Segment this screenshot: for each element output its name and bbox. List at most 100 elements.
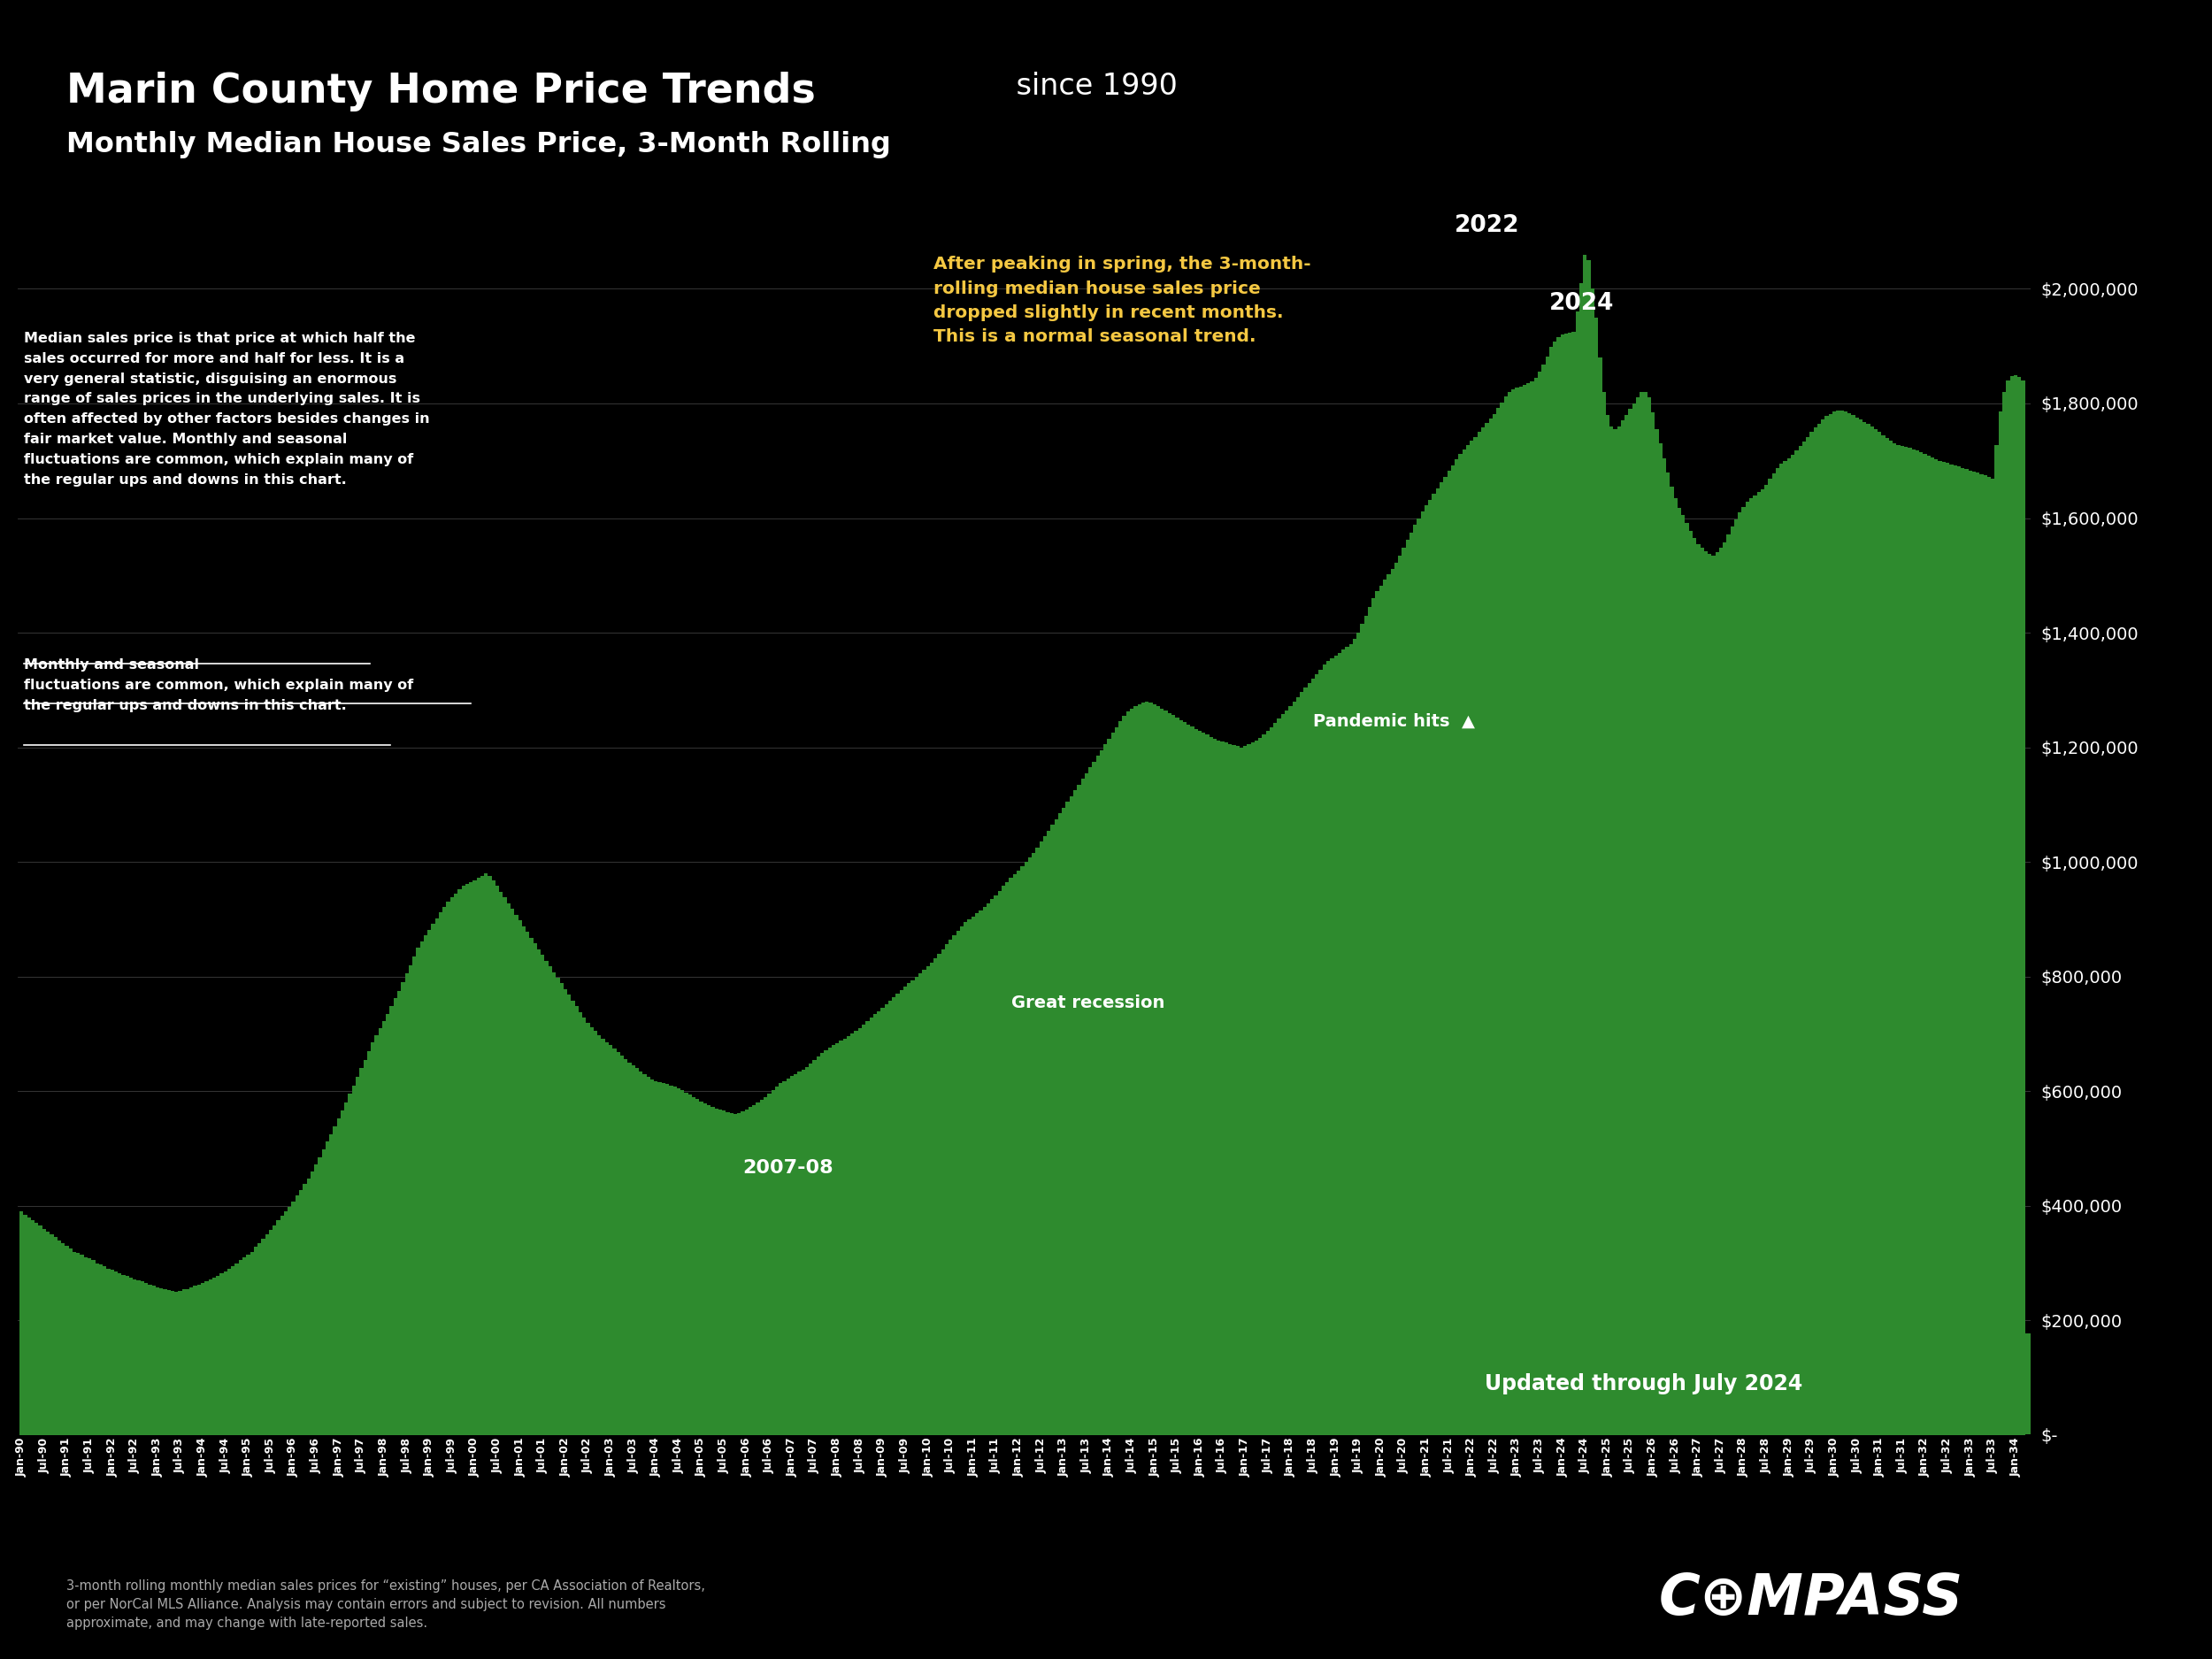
- Bar: [929, 962, 933, 1435]
- Bar: [1750, 498, 1754, 1435]
- Bar: [272, 1226, 276, 1435]
- Bar: [51, 1234, 53, 1435]
- Bar: [1371, 599, 1376, 1435]
- Bar: [1573, 332, 1575, 1435]
- Bar: [914, 977, 918, 1435]
- Bar: [1889, 441, 1893, 1435]
- Bar: [1969, 471, 1973, 1435]
- Bar: [1031, 853, 1035, 1435]
- Bar: [1281, 713, 1285, 1435]
- Bar: [1254, 740, 1259, 1435]
- Bar: [484, 873, 489, 1435]
- Bar: [217, 1276, 219, 1435]
- Bar: [1986, 476, 1991, 1435]
- Text: 2022: 2022: [1453, 214, 1520, 237]
- Bar: [1420, 511, 1425, 1435]
- Bar: [1869, 426, 1874, 1435]
- Bar: [518, 921, 522, 1435]
- Bar: [502, 898, 507, 1435]
- Bar: [367, 1052, 372, 1435]
- Bar: [307, 1178, 310, 1435]
- Bar: [1159, 708, 1164, 1435]
- Bar: [106, 1269, 111, 1435]
- Bar: [465, 884, 469, 1435]
- Bar: [1232, 745, 1237, 1435]
- Bar: [1164, 710, 1168, 1435]
- Bar: [993, 896, 998, 1435]
- Bar: [1004, 883, 1009, 1435]
- Bar: [1296, 697, 1301, 1435]
- Bar: [613, 1048, 617, 1435]
- Bar: [159, 1289, 164, 1435]
- Bar: [1814, 428, 1818, 1435]
- Text: Pandemic hits  ▲: Pandemic hits ▲: [1314, 713, 1475, 730]
- Text: 3-month rolling monthly median sales prices for “existing” houses, per CA Associ: 3-month rolling monthly median sales pri…: [66, 1579, 706, 1629]
- Bar: [1409, 533, 1413, 1435]
- Bar: [650, 1080, 655, 1435]
- Bar: [737, 1113, 741, 1435]
- Bar: [1135, 707, 1137, 1435]
- Bar: [453, 894, 458, 1435]
- Bar: [1803, 441, 1805, 1435]
- Bar: [325, 1141, 330, 1435]
- Bar: [458, 889, 462, 1435]
- Bar: [655, 1082, 657, 1435]
- Bar: [1613, 430, 1617, 1435]
- Bar: [869, 1019, 874, 1435]
- Bar: [126, 1276, 128, 1435]
- Bar: [1586, 260, 1590, 1435]
- Bar: [1655, 430, 1659, 1435]
- Bar: [1723, 542, 1728, 1435]
- Bar: [1617, 426, 1621, 1435]
- Bar: [1719, 547, 1723, 1435]
- Bar: [1557, 337, 1559, 1435]
- Bar: [1376, 591, 1378, 1435]
- Bar: [757, 1103, 759, 1435]
- Bar: [1051, 825, 1055, 1435]
- Bar: [1110, 733, 1115, 1435]
- Bar: [1548, 347, 1553, 1435]
- Bar: [810, 1063, 812, 1435]
- Bar: [1137, 705, 1141, 1435]
- Bar: [1584, 254, 1586, 1435]
- Bar: [1739, 513, 1741, 1435]
- Text: 2007-08: 2007-08: [743, 1160, 834, 1176]
- Bar: [1644, 392, 1648, 1435]
- Bar: [122, 1274, 126, 1435]
- Bar: [1958, 466, 1960, 1435]
- Bar: [1478, 431, 1482, 1435]
- Bar: [1024, 863, 1029, 1435]
- Bar: [708, 1105, 710, 1435]
- Bar: [1504, 397, 1509, 1435]
- Bar: [843, 1039, 847, 1435]
- Bar: [1323, 665, 1327, 1435]
- Bar: [849, 1034, 854, 1435]
- Bar: [1911, 450, 1916, 1435]
- Bar: [1697, 544, 1701, 1435]
- Bar: [1522, 385, 1526, 1435]
- Bar: [1776, 468, 1778, 1435]
- Bar: [398, 990, 400, 1435]
- Bar: [987, 902, 991, 1435]
- Bar: [1436, 488, 1440, 1435]
- Bar: [692, 1097, 695, 1435]
- Bar: [657, 1082, 661, 1435]
- Bar: [1997, 411, 2002, 1435]
- Bar: [646, 1077, 650, 1435]
- Bar: [816, 1057, 821, 1435]
- Bar: [741, 1112, 745, 1435]
- Bar: [684, 1092, 688, 1435]
- Bar: [564, 989, 566, 1435]
- Bar: [975, 914, 980, 1435]
- Bar: [228, 1269, 230, 1435]
- Bar: [303, 1185, 307, 1435]
- Bar: [522, 926, 526, 1435]
- Bar: [790, 1077, 794, 1435]
- Bar: [1194, 728, 1199, 1435]
- Bar: [372, 1042, 374, 1435]
- Bar: [1290, 707, 1292, 1435]
- Bar: [148, 1284, 153, 1435]
- Bar: [1425, 506, 1429, 1435]
- Text: Updated through July 2024: Updated through July 2024: [1484, 1374, 1803, 1394]
- Bar: [1121, 715, 1126, 1435]
